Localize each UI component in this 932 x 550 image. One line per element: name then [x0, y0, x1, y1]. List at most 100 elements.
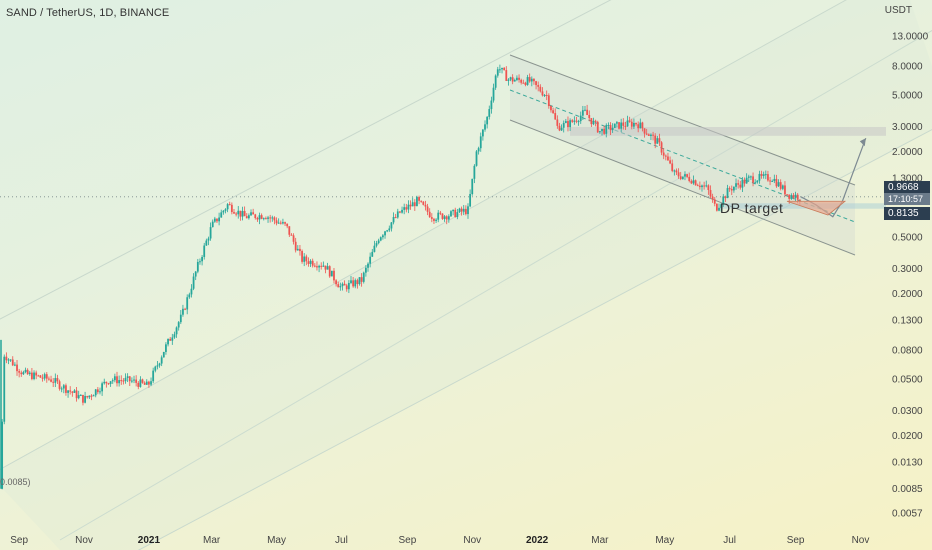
candle-body [52, 381, 55, 383]
chart-title: SAND / TetherUS, 1D, BINANCE [6, 7, 170, 19]
candle-body [158, 363, 161, 366]
candle-body [430, 217, 433, 219]
candle-body [320, 265, 323, 267]
candle-body [156, 365, 159, 367]
candle-body [750, 176, 752, 178]
candle-body [182, 308, 184, 315]
candle-body [124, 377, 127, 382]
candle-body [396, 211, 399, 218]
candle-body [611, 127, 614, 131]
candle-body [516, 77, 518, 80]
candle-body [13, 364, 16, 366]
candle-body [552, 110, 554, 114]
candle-body [350, 280, 352, 283]
candle-body [216, 218, 218, 222]
candle-body [379, 237, 382, 241]
candle-body [362, 272, 365, 282]
candle-body [237, 210, 240, 215]
candle-body [696, 185, 699, 187]
candle-body [794, 194, 797, 198]
candle-body [201, 256, 203, 262]
candle-body [779, 182, 782, 189]
candle-body [594, 120, 597, 122]
candle-body [20, 372, 23, 375]
candle-body [16, 364, 18, 372]
candle-body [450, 211, 452, 217]
candle-body [9, 359, 12, 361]
y-tick-label: 0.0130 [892, 458, 923, 469]
candle-body [307, 261, 310, 264]
candle-body [447, 216, 450, 220]
y-tick-label: 0.1300 [892, 316, 923, 327]
candle-body [756, 180, 759, 183]
y-tick-label: 0.0500 [892, 374, 923, 385]
candle-body [150, 381, 152, 385]
candle-body [596, 121, 599, 133]
candle-body [7, 359, 10, 361]
candle-body [192, 276, 195, 289]
candle-body [505, 70, 508, 81]
candle-body [588, 115, 591, 119]
candle-body [616, 122, 618, 124]
candle-body [511, 77, 514, 82]
y-tick-label: 0.3000 [892, 264, 923, 275]
candle-body [84, 396, 86, 403]
candle-body [324, 265, 327, 270]
candle-body [669, 160, 671, 164]
candle-body [328, 266, 331, 277]
candle-body [571, 120, 574, 122]
candle-body [148, 381, 150, 385]
candle-body [103, 381, 106, 384]
candle-body [643, 128, 646, 134]
ascending-channel-line [137, 128, 932, 550]
candle-body [113, 376, 116, 381]
candle-body [284, 222, 286, 224]
candle-body [490, 100, 493, 110]
candle-body [335, 280, 338, 285]
candle-body [286, 223, 289, 227]
candle-body [688, 176, 691, 182]
candle-body [460, 208, 463, 212]
candle-body [737, 183, 740, 185]
candle-body [79, 394, 82, 396]
candle-body [130, 380, 133, 382]
candle-body [550, 106, 552, 111]
candle-body [143, 382, 146, 385]
candle-body [188, 294, 191, 298]
candle-body [592, 120, 595, 125]
candle-body [633, 122, 635, 127]
candle-body [507, 79, 510, 81]
candle-body [705, 185, 708, 187]
candle-body [743, 179, 746, 184]
candle-body [39, 375, 42, 378]
candle-body [718, 207, 720, 211]
candle-body [454, 209, 457, 218]
candle-body [605, 125, 608, 134]
candle-body [650, 134, 652, 136]
candle-body [499, 69, 501, 71]
candle-body [373, 245, 376, 252]
candle-body [135, 379, 138, 383]
candle-body [645, 133, 648, 135]
candle-body [660, 142, 663, 153]
candle-body [173, 334, 176, 338]
candle-body [741, 179, 744, 188]
candle-body [109, 381, 112, 384]
candle-body [479, 136, 482, 149]
candle-body [603, 128, 606, 134]
candle-body [31, 372, 33, 380]
candle-body [745, 177, 748, 184]
candle-body [420, 200, 423, 202]
candle-body [167, 338, 169, 345]
x-tick-label: 2021 [138, 535, 161, 546]
candle-body [409, 204, 412, 207]
candle-body [694, 180, 697, 186]
candle-body [690, 181, 693, 184]
candle-body [441, 213, 444, 219]
candle-body [647, 134, 650, 136]
candle-body [41, 377, 44, 379]
candle-body [211, 221, 214, 228]
candle-body [781, 185, 784, 189]
candle-body [56, 378, 59, 382]
